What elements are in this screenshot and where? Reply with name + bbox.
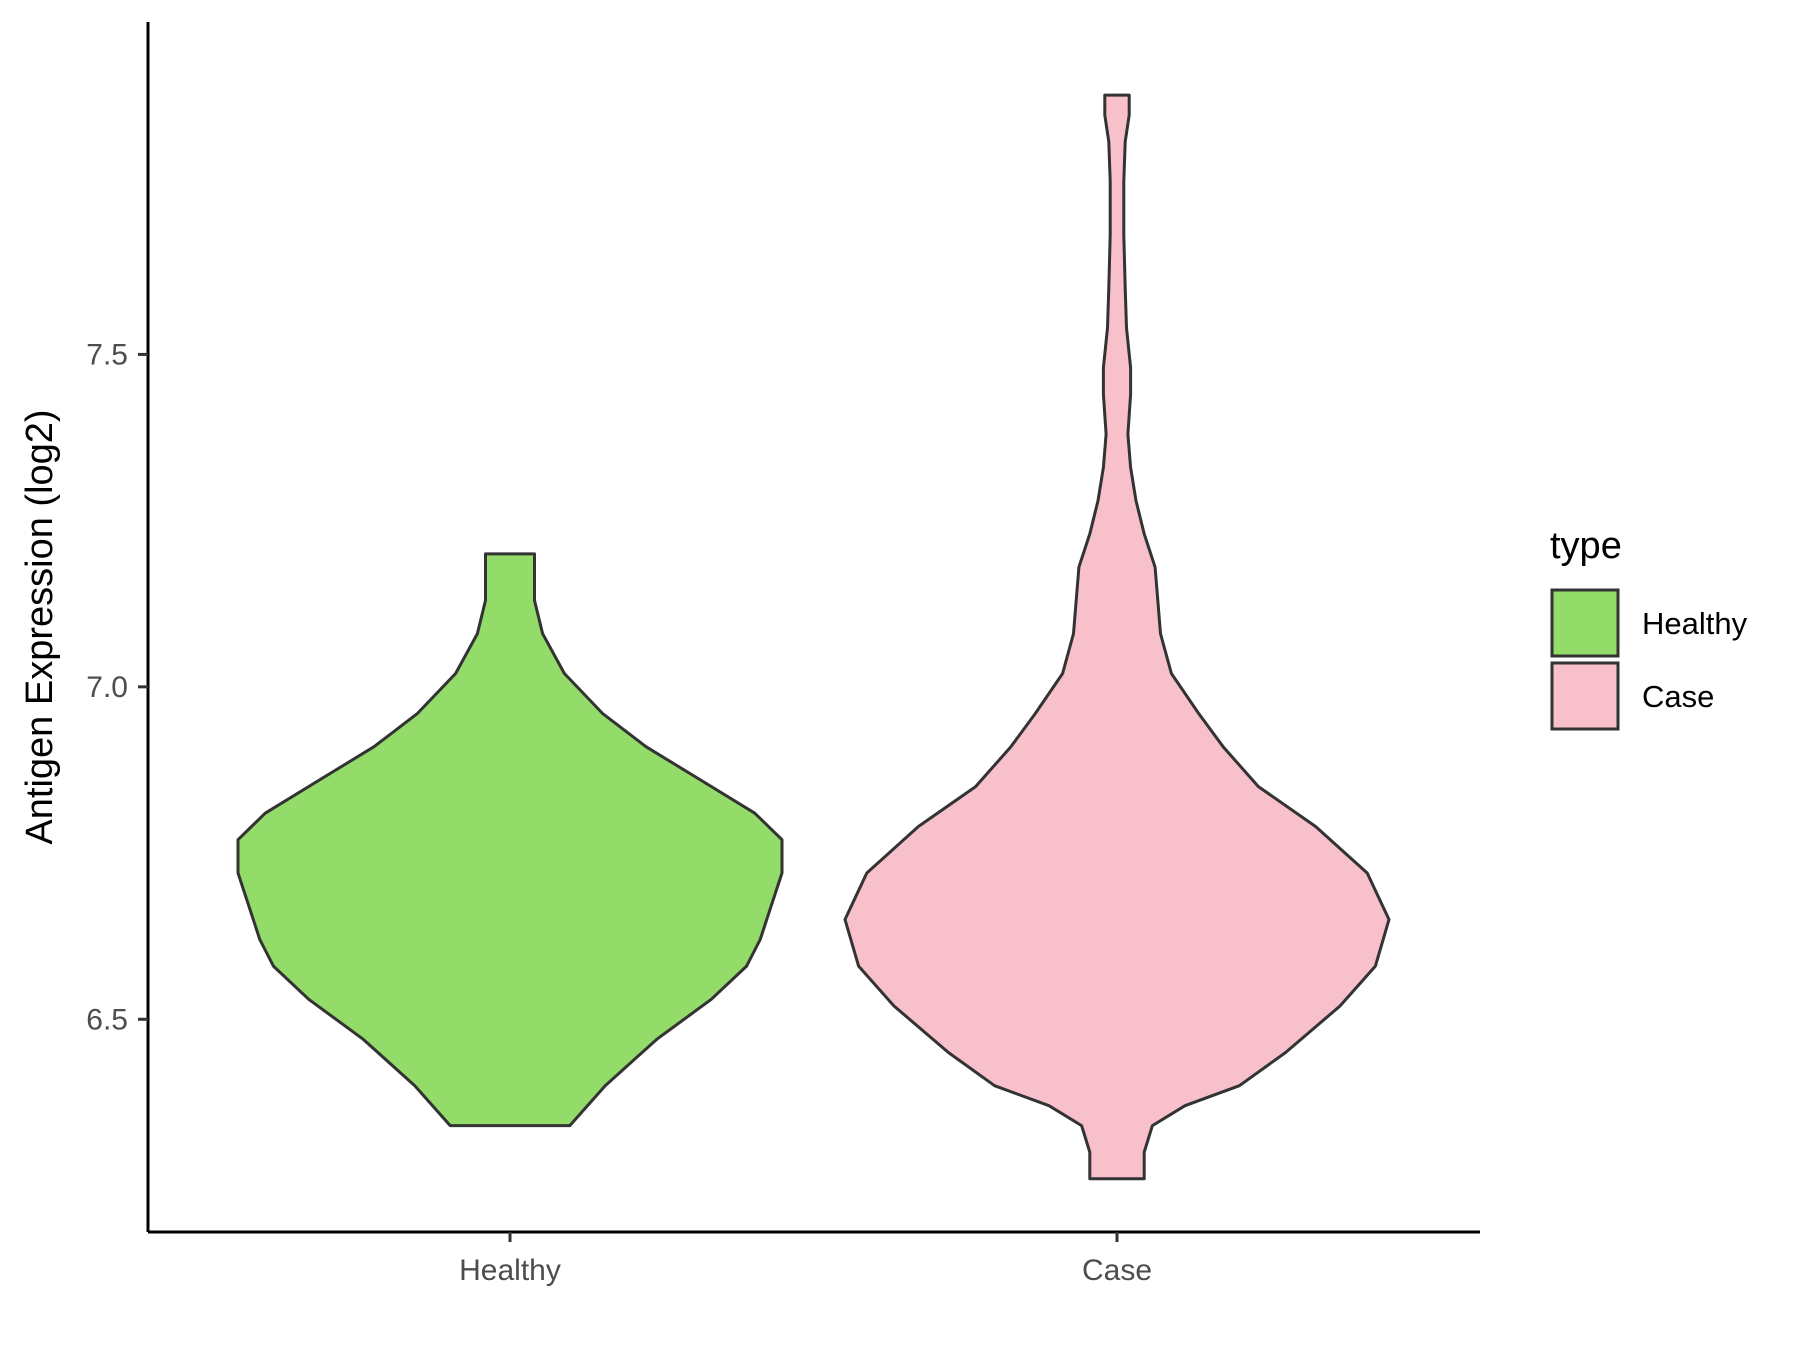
violin-case bbox=[843, 93, 1391, 1181]
y-tick-label: 7.5 bbox=[86, 338, 128, 371]
legend-label-case: Case bbox=[1642, 679, 1714, 714]
x-axis-ticks: Healthy Case bbox=[459, 1232, 1152, 1287]
legend-title: type bbox=[1550, 525, 1622, 567]
violin-healthy bbox=[236, 552, 784, 1128]
legend-swatch-case bbox=[1550, 661, 1620, 731]
legend: type Healthy Case bbox=[1550, 525, 1748, 731]
y-tick-label: 7.0 bbox=[86, 671, 128, 704]
y-tick-label: 6.5 bbox=[86, 1003, 128, 1036]
violin-layer bbox=[236, 93, 1391, 1181]
legend-swatch-healthy bbox=[1550, 588, 1620, 658]
legend-label-healthy: Healthy bbox=[1642, 606, 1748, 641]
x-tick-label: Healthy bbox=[459, 1254, 561, 1287]
x-tick-label: Case bbox=[1082, 1254, 1152, 1287]
y-axis-ticks: 6.5 7.0 7.5 bbox=[86, 338, 148, 1036]
y-axis-title: Antigen Expression (log2) bbox=[19, 409, 61, 844]
